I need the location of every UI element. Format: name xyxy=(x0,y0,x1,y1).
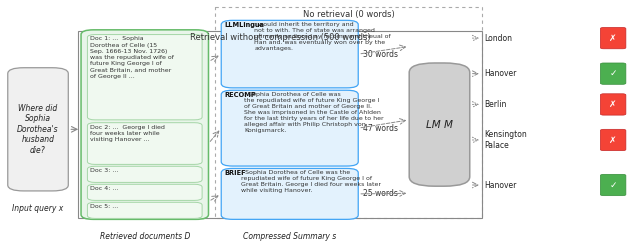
FancyBboxPatch shape xyxy=(221,20,358,88)
FancyBboxPatch shape xyxy=(81,30,209,219)
Text: RECOMP: RECOMP xyxy=(225,92,256,98)
Text: No retrieval (0 words): No retrieval (0 words) xyxy=(303,10,394,19)
FancyBboxPatch shape xyxy=(600,174,626,196)
Text: 47 words: 47 words xyxy=(364,124,398,133)
FancyBboxPatch shape xyxy=(600,28,626,49)
Text: Berlin: Berlin xyxy=(484,100,506,109)
Text: London: London xyxy=(484,34,512,43)
FancyBboxPatch shape xyxy=(409,63,470,186)
FancyBboxPatch shape xyxy=(600,63,626,84)
Text: Where did
Sophia
Dorothea's
husband
die?: Where did Sophia Dorothea's husband die? xyxy=(17,104,59,155)
Text: ✓: ✓ xyxy=(609,181,617,190)
Text: ✗: ✗ xyxy=(609,100,617,109)
Text: Input query x: Input query x xyxy=(12,204,63,213)
Text: Kensington
Palace: Kensington Palace xyxy=(484,130,527,150)
Text: ✓: ✓ xyxy=(609,69,617,78)
FancyBboxPatch shape xyxy=(88,184,202,200)
Text: ✗: ✗ xyxy=(609,135,617,144)
FancyBboxPatch shape xyxy=(600,129,626,151)
Text: Doc 5: ...: Doc 5: ... xyxy=(90,204,118,209)
Text: LM M: LM M xyxy=(426,120,453,130)
Text: Hanover: Hanover xyxy=(484,69,516,78)
Text: ✗: ✗ xyxy=(609,34,617,43)
Text: Doc 3: ...: Doc 3: ... xyxy=(90,168,118,173)
FancyBboxPatch shape xyxy=(600,94,626,115)
Text: Compressed Summary s: Compressed Summary s xyxy=(243,232,337,241)
Text: : would inherit the territory and
not to with. The of state was arranged
primari: : would inherit the territory and not to… xyxy=(254,22,391,51)
Text: 30 words: 30 words xyxy=(364,50,398,59)
FancyBboxPatch shape xyxy=(221,168,358,219)
Text: Retrieved documents D: Retrieved documents D xyxy=(100,232,190,241)
FancyBboxPatch shape xyxy=(221,90,358,166)
FancyBboxPatch shape xyxy=(88,35,202,120)
FancyBboxPatch shape xyxy=(88,202,202,218)
Text: : Sophia Dorothea of Celle was
the repudiated wife of future King George I
of Gr: : Sophia Dorothea of Celle was the repud… xyxy=(244,92,384,133)
Text: Hanover: Hanover xyxy=(484,181,516,190)
Text: Doc 2: ...  George I died
four weeks later while
visiting Hanover ...: Doc 2: ... George I died four weeks late… xyxy=(90,125,165,142)
Text: Retrieval without compression (500 words): Retrieval without compression (500 words… xyxy=(190,33,371,42)
Text: 25 words: 25 words xyxy=(364,189,398,198)
Text: Doc 1: ...  Sophia
Dorothea of Celle (15
Sep. 1666-13 Nov. 1726)
was the repudia: Doc 1: ... Sophia Dorothea of Celle (15 … xyxy=(90,36,174,79)
Text: BRIEF: BRIEF xyxy=(225,170,246,176)
Text: LLMLingua: LLMLingua xyxy=(225,22,264,28)
FancyBboxPatch shape xyxy=(88,123,202,164)
Text: : Sophia Dorothea of Celle was the
repudiated wife of future King George I of
Gr: : Sophia Dorothea of Celle was the repud… xyxy=(241,170,381,193)
Text: Doc 4: ...: Doc 4: ... xyxy=(90,186,118,191)
FancyBboxPatch shape xyxy=(88,166,202,183)
FancyBboxPatch shape xyxy=(8,68,68,191)
